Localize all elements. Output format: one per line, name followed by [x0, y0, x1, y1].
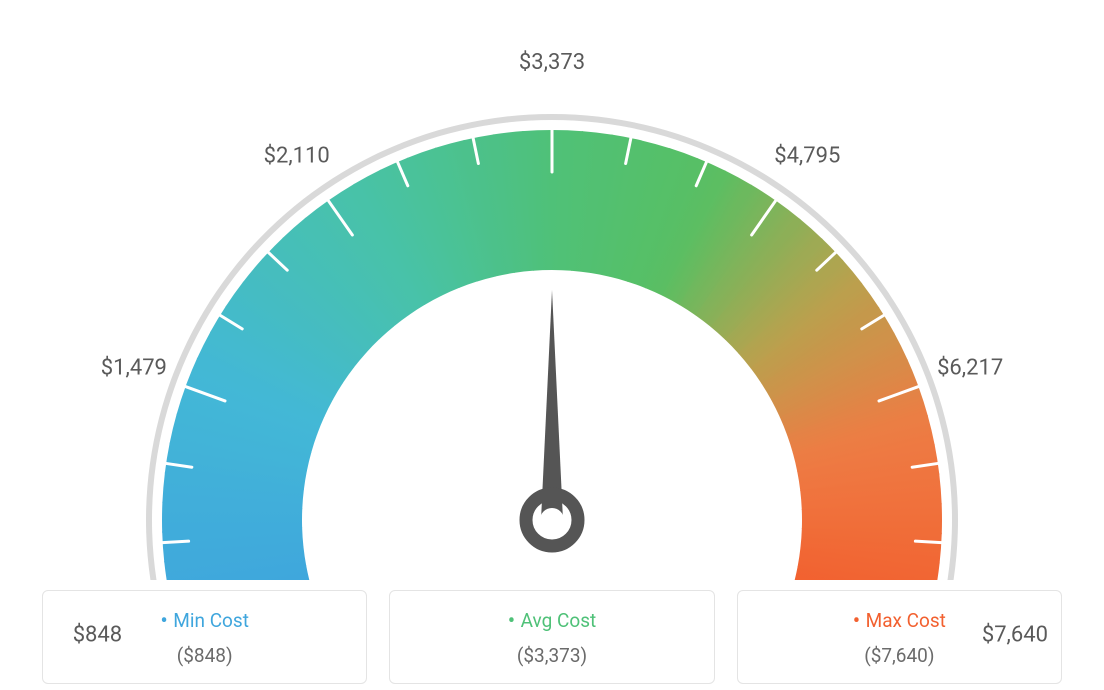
gauge-tick-label: $6,217	[937, 355, 1003, 380]
gauge-tick-label: $2,110	[264, 143, 330, 168]
legend-row: Min Cost ($848) Avg Cost ($3,373) Max Co…	[42, 590, 1062, 684]
gauge-svg	[0, 20, 1104, 580]
gauge-tick-label: $848	[73, 623, 122, 648]
gauge-tick-label: $4,795	[774, 143, 840, 168]
legend-title-avg: Avg Cost	[400, 609, 703, 634]
legend-value-avg: ($3,373)	[400, 644, 703, 667]
legend-card-avg: Avg Cost ($3,373)	[389, 590, 714, 684]
gauge-tick-label: $1,479	[101, 355, 167, 380]
gauge-chart: $848$1,479$2,110$3,373$4,795$6,217$7,640	[0, 20, 1104, 600]
gauge-tick-label: $7,640	[982, 623, 1048, 648]
gauge-tick-label: $3,373	[519, 50, 585, 75]
